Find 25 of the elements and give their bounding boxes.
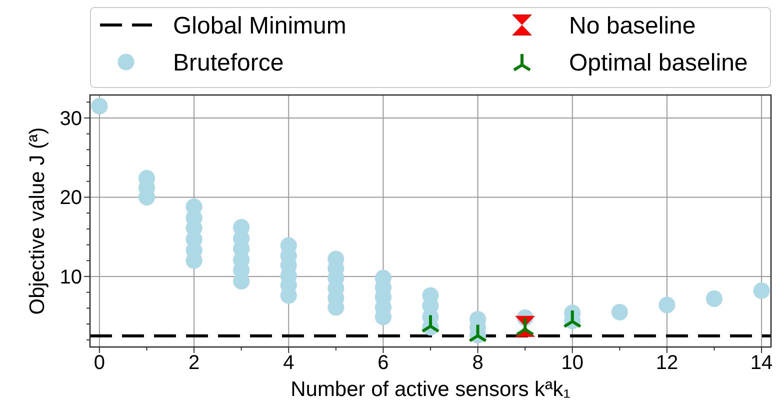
legend-label: No baseline xyxy=(569,12,696,40)
point xyxy=(611,304,628,320)
x-tick-label: 2 xyxy=(188,352,200,374)
x-tick-label: 6 xyxy=(378,352,389,374)
point xyxy=(658,296,676,314)
legend-label: Optimal baseline xyxy=(569,50,748,76)
y-tick-label: 20 xyxy=(60,187,82,210)
x-tick-label: 4 xyxy=(283,352,294,374)
point xyxy=(753,282,770,300)
x-axis-title: Number of active sensors kªk₁ xyxy=(290,378,570,401)
point xyxy=(421,314,440,333)
y-tick-label: 30 xyxy=(60,108,82,130)
x-tick-label: 0 xyxy=(94,352,106,374)
y-axis-title: Objective value J (ª) xyxy=(26,127,49,315)
point xyxy=(706,290,723,307)
x-tick-label: 10 xyxy=(561,352,584,374)
point xyxy=(91,98,108,114)
y-tick-label: 10 xyxy=(60,266,82,288)
point xyxy=(562,308,582,328)
legend-label: Bruteforce xyxy=(173,50,284,76)
x-tick-label: 8 xyxy=(472,352,484,374)
legend-label: Global Minimum xyxy=(173,12,346,40)
x-tick-label: 12 xyxy=(656,352,678,374)
x-tick-label: 14 xyxy=(750,352,773,374)
point xyxy=(468,323,488,342)
